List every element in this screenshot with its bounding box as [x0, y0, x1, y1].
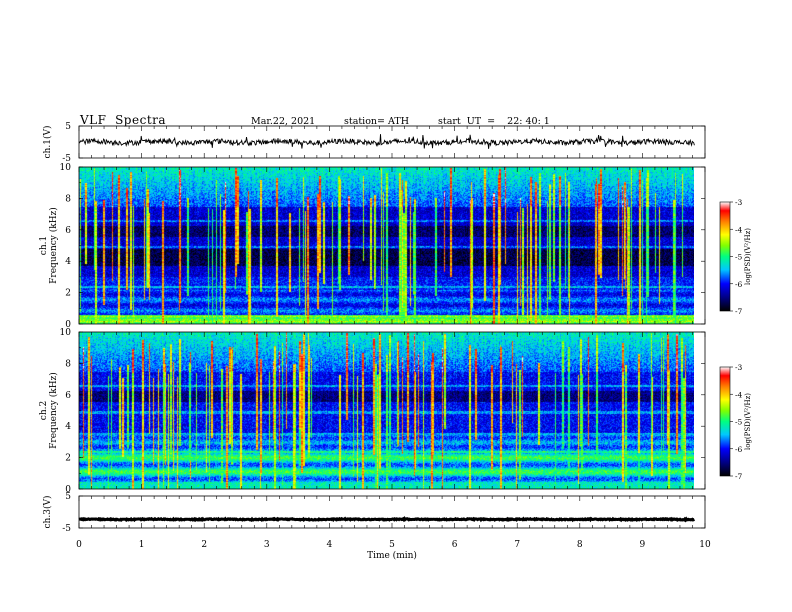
ch1-spec-ytick-label: 4 [65, 257, 71, 267]
ch2-spec-ylabel-channel: ch.2 [39, 401, 49, 420]
ch2-spec-colorbar-label: log(PSD)(V²/Hz) [744, 393, 752, 450]
ch2-spec-colorbar [719, 366, 731, 477]
ch1-spec-colorbar-tick-label: -5 [735, 253, 743, 262]
ch1-spec-blank [694, 167, 705, 324]
x-tick-label: 5 [389, 540, 395, 550]
ch1-spec-ytick-label: 8 [65, 194, 71, 204]
x-axis-label: Time (min) [367, 550, 417, 561]
x-tick-label: 4 [327, 540, 333, 550]
ch2-spec-ytick-label: 6 [65, 391, 71, 401]
ch2-spec-ytick-label: 0 [65, 485, 71, 495]
ch1-spec-ylabel: Frequency (kHz) [48, 207, 59, 284]
ch1-spec-ytick-label: 2 [65, 289, 71, 299]
ch2-spec-colorbar-tick-label: -6 [735, 445, 743, 454]
ch2-spec-blank [694, 332, 705, 489]
ch2-spec-colorbar-tick-label: -7 [735, 472, 743, 481]
ch1-spec-ylabel-channel: ch.1 [39, 236, 49, 255]
start-time-label: start UT = 22: 40: 1 [438, 116, 550, 127]
x-tick-label: 9 [640, 540, 646, 550]
x-tick-label: 2 [201, 540, 207, 550]
ch2-spec-colorbar-tick-label: -5 [735, 418, 743, 427]
x-tick-label: 6 [452, 540, 458, 550]
x-tick-label: 8 [577, 540, 583, 550]
ch2-spec-heatmap [79, 332, 694, 489]
ch3-wave-ytick-label: 5 [65, 492, 71, 502]
ch1-wave-ytick-label: 5 [65, 122, 71, 132]
date-label: Mar.22, 2021 [251, 116, 316, 127]
ch1-spec-colorbar-tick-label: -7 [735, 307, 743, 316]
ch3-wave-ytick-label: -5 [62, 524, 71, 534]
station-label: station= ATH [344, 116, 409, 127]
ch2-spec-colorbar-tick-label: -4 [735, 390, 743, 399]
ch1-spec-ytick-label: 6 [65, 226, 71, 236]
ch1-spec-ytick-label: 10 [60, 163, 72, 173]
ch2-spec-ytick-label: 2 [65, 454, 71, 464]
ch1-spec-colorbar-tick-label: -6 [735, 280, 743, 289]
x-tick-label: 7 [514, 540, 520, 550]
ch1-spec-colorbar [719, 201, 731, 312]
x-tick-label: 10 [699, 540, 711, 550]
ch2-spec-colorbar-tick-label: -3 [735, 363, 743, 372]
chart-title: VLF Spectra [80, 113, 167, 127]
ch1-wave-ylabel: ch.1(V) [42, 126, 53, 159]
ch1-wave-ytick-label: -5 [62, 154, 71, 164]
ch1-spec-colorbar-tick-label: -3 [735, 198, 743, 207]
ch2-spec-ytick-label: 8 [65, 359, 71, 369]
ch2-spec-ytick-label: 10 [60, 328, 72, 338]
x-tick-label: 3 [264, 540, 270, 550]
x-tick-label: 0 [76, 540, 82, 550]
ch3-wave-ylabel: ch.3(V) [42, 496, 53, 529]
ch1-wave-trace [78, 134, 695, 149]
ch1-spec-ytick-label: 0 [65, 320, 71, 330]
x-tick-label: 1 [139, 540, 145, 550]
ch1-spec-heatmap [79, 167, 694, 324]
ch2-spec-ylabel: Frequency (kHz) [48, 372, 59, 449]
ch1-spec-colorbar-tick-label: -4 [735, 225, 743, 234]
ch3-wave-trace [78, 516, 695, 523]
ch1-spec-colorbar-label: log(PSD)(V²/Hz) [744, 228, 752, 285]
ch2-spec-ytick-label: 4 [65, 422, 71, 432]
